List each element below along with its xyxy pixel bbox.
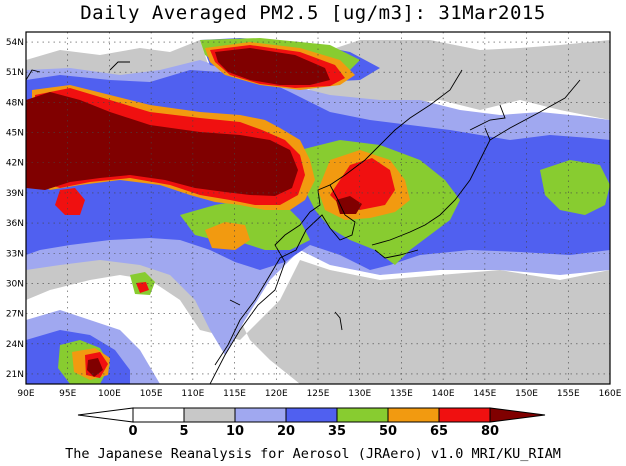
colorbar-segment — [183, 407, 236, 423]
colorbar-level-label: 80 — [481, 424, 499, 439]
lat-tick-label: 21N — [6, 370, 24, 380]
lon-tick-label: 100E — [98, 389, 121, 399]
colorbar-segment — [285, 407, 338, 423]
lat-tick-label: 51N — [6, 68, 24, 78]
lat-tick-label: 27N — [6, 310, 24, 320]
colorbar-low-arrow — [77, 407, 134, 423]
concentration-field — [26, 32, 610, 384]
colorbar-segment — [336, 407, 389, 423]
map-title: Daily Averaged PM2.5 [ug/m3]: 31Mar2015 — [80, 2, 546, 24]
lon-tick-label: 145E — [473, 389, 496, 399]
colorbar-segment — [438, 407, 491, 423]
colorbar-high-arrow — [489, 407, 546, 423]
colorbar-level-label: 5 — [179, 424, 188, 439]
colorbar: 0 5 10 20 35 50 65 80 — [77, 407, 546, 439]
lat-tick-label: 36N — [6, 219, 24, 229]
colorbar-segment — [132, 407, 185, 423]
plot-frame — [25, 31, 611, 385]
longitude-labels: 90E 95E 100E 105E 110E 115E 120E 125E 130E 135E 14… — [17, 389, 621, 399]
colorbar-level-label: 35 — [328, 424, 346, 439]
lat-tick-label: 24N — [6, 340, 24, 350]
lat-tick-label: 33N — [6, 249, 24, 259]
lon-tick-label: 105E — [140, 389, 163, 399]
lat-tick-label: 42N — [6, 159, 24, 169]
lon-tick-label: 120E — [265, 389, 288, 399]
lat-tick-label: 45N — [6, 129, 24, 139]
grid-lines — [26, 32, 610, 384]
lon-tick-label: 155E — [557, 389, 580, 399]
lat-tick-label: 30N — [6, 279, 24, 289]
colorbar-level-label: 50 — [379, 424, 397, 439]
colorbar-level-label: 20 — [277, 424, 295, 439]
lat-tick-label: 54N — [6, 38, 24, 48]
lon-tick-label: 130E — [348, 389, 371, 399]
lon-tick-label: 150E — [515, 389, 538, 399]
lon-tick-label: 115E — [223, 389, 246, 399]
colorbar-segment — [387, 407, 440, 423]
footer-credit: The Japanese Reanalysis for Aerosol (JRA… — [65, 446, 561, 462]
lon-tick-label: 140E — [432, 389, 455, 399]
lon-tick-label: 110E — [181, 389, 204, 399]
lon-tick-label: 90E — [17, 389, 34, 399]
lat-tick-label: 39N — [6, 189, 24, 199]
colorbar-level-label: 65 — [430, 424, 448, 439]
latitude-labels: 54N 51N 48N 45N 42N 39N 36N 33N 30N 27N 24N 21N — [6, 38, 24, 380]
coastlines — [26, 61, 581, 384]
lon-tick-label: 95E — [59, 389, 76, 399]
lon-tick-label: 135E — [390, 389, 413, 399]
colorbar-level-label: 10 — [226, 424, 244, 439]
colorbar-level-label: 0 — [128, 424, 137, 439]
colorbar-segment — [234, 407, 287, 423]
lon-tick-label: 125E — [307, 389, 330, 399]
lat-tick-label: 48N — [6, 98, 24, 108]
lon-tick-label: 160E — [599, 389, 622, 399]
